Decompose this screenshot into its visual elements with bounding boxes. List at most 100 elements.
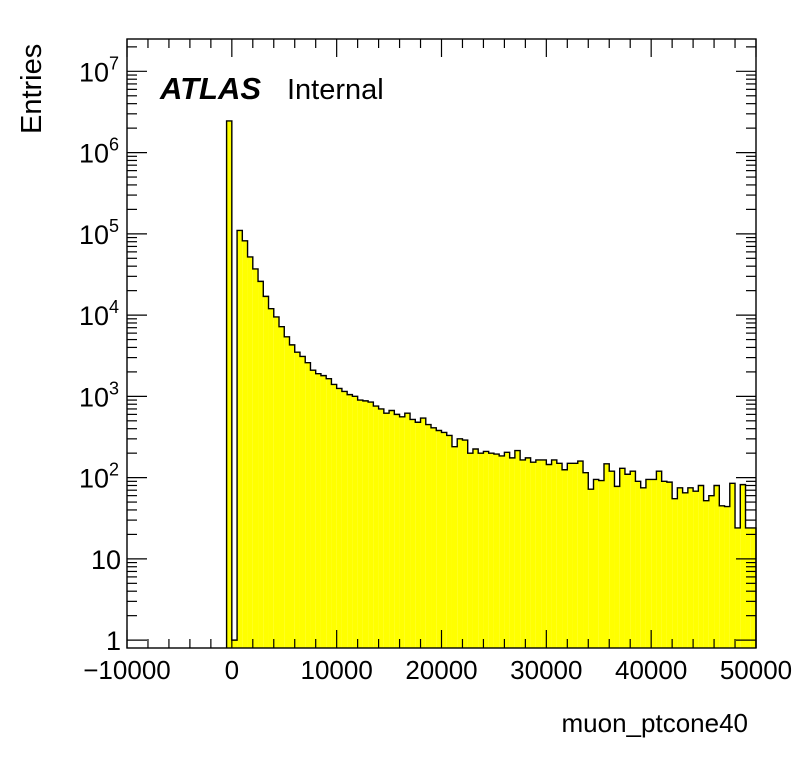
histogram-bar [446,435,452,648]
histogram-bar [535,459,542,648]
histogram-bar [231,640,238,648]
histogram-bar [305,362,311,648]
histogram-bar [357,400,363,648]
histogram-bar [583,472,589,648]
histogram-bar [635,481,641,648]
histogram-bar [530,462,536,648]
histogram-bar [572,463,578,648]
histogram-bar [541,459,547,648]
histogram-bar [640,487,646,648]
histogram-bar [404,413,411,648]
y-tick-label: 1 [106,626,121,656]
histogram-bar [577,461,584,648]
atlas-label: ATLAS [159,71,261,106]
x-tick-labels: −10000 0 10000 20000 30000 40000 50000 [83,655,792,685]
histogram-bars [226,120,756,648]
histogram-bar [619,468,625,648]
histogram-bar [299,356,306,648]
histogram-bar [263,296,269,648]
histogram-bar [399,416,405,648]
histogram-bar [279,326,285,648]
histogram-bar [273,316,280,648]
histogram-bar [347,394,353,648]
histogram-bar [493,454,500,648]
x-tick-label: 20000 [405,655,477,685]
histogram-bar [520,459,526,648]
histogram-bar [750,527,756,648]
histogram-bar [336,388,342,648]
histogram-bar [514,450,521,648]
histogram-bar [341,391,348,648]
y-axis-label: Entries [16,44,48,134]
histogram-bar [551,459,557,648]
histogram-bar [698,485,704,648]
histogram-bar [714,485,720,648]
histogram-bar [326,378,332,648]
x-tick-label: 40000 [615,655,687,685]
histogram-bar [252,268,259,648]
y-tick-label: 10 [91,545,121,575]
histogram-bar [562,469,568,648]
histogram-bar [661,481,667,648]
histogram-bar [415,422,421,648]
y-tick-labels: 1 10 102 103 104 105 106 107 [79,53,121,656]
histogram-bar [284,336,290,648]
histogram-bar [630,471,636,648]
histogram-bar [431,427,437,648]
x-tick-label: 50000 [720,655,792,685]
histogram-bar [378,408,384,648]
histogram-bar [645,479,652,648]
histogram-bar [383,413,390,648]
histogram-bar [509,457,515,648]
histogram-bar [472,448,479,648]
histogram-bar [425,424,432,648]
histogram-bar [320,375,327,648]
histogram-bar [735,527,741,648]
histogram-bar [373,406,379,648]
histogram-bar [478,453,484,648]
histogram-bar [614,486,620,648]
histogram-bar [677,487,683,648]
y-tick-label: 102 [79,460,119,494]
histogram-bar [258,281,264,648]
histogram-bar [609,471,615,648]
y-tick-label: 103 [79,378,119,412]
histogram-bar [624,474,631,648]
histogram-bar [603,463,610,648]
histogram-bar [441,432,447,648]
histogram-bar [451,446,458,648]
histogram-bar [289,344,295,648]
histogram-bar [294,352,300,648]
histogram-bar [546,464,552,648]
histogram-bar [389,410,395,648]
histogram-bar [724,506,730,648]
histogram-bar [740,484,746,648]
histogram-bar [420,418,426,648]
histogram-bar [410,419,416,648]
y-tick-label: 104 [79,297,119,331]
y-tick-label: 107 [79,53,119,87]
histogram-bar [488,453,494,648]
histogram-bar [745,527,751,648]
histogram-bar [708,495,715,648]
histogram-bar [268,308,274,648]
histogram-bar [656,471,662,648]
histogram-bar [394,414,400,648]
histogram-bar [352,396,358,648]
histogram-bar [567,463,573,648]
histogram-bar [242,240,248,648]
histogram-bar [467,453,473,648]
internal-label: Internal [287,74,384,106]
histogram-outline [225,120,757,648]
histogram-bar [436,430,442,648]
histogram-bar [310,370,316,648]
histogram-bar [237,230,243,648]
histogram-bar [462,440,468,648]
histogram-bar [525,457,531,648]
y-tick-label: 105 [79,216,119,250]
histogram-bar [598,480,604,648]
histogram-bar [315,373,321,648]
histogram-bar [666,482,673,648]
histogram-bar [362,400,369,648]
